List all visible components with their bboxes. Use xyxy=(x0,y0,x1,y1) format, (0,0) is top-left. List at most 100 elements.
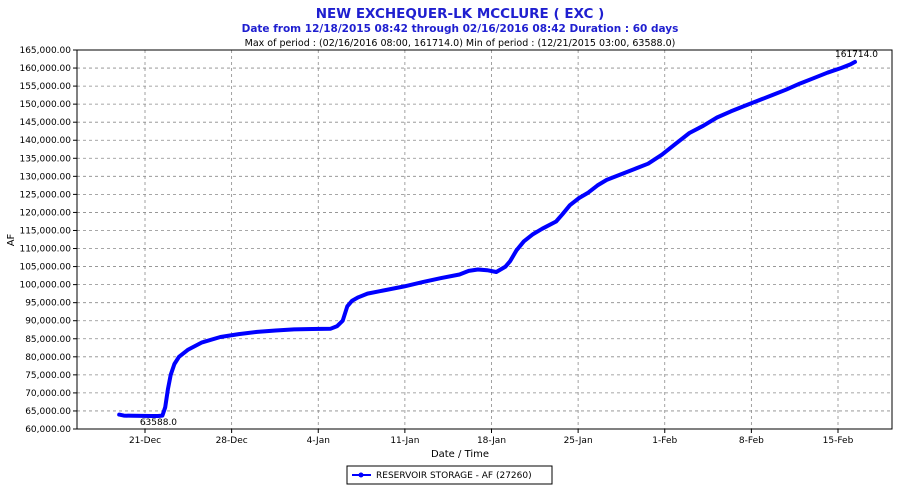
series-point xyxy=(122,414,126,418)
y-tick-label: 160,000.00 xyxy=(19,64,71,74)
series-point xyxy=(274,328,278,333)
chart-subtitle: Date from 12/18/2015 08:42 through 02/16… xyxy=(242,23,679,35)
series-point xyxy=(218,335,222,339)
series-point xyxy=(674,142,678,146)
series-point xyxy=(825,71,830,75)
series-point xyxy=(402,284,406,288)
series-point xyxy=(540,227,544,231)
series-point xyxy=(853,60,857,64)
series-point xyxy=(329,327,333,331)
series-point xyxy=(568,203,572,207)
series-point xyxy=(646,162,650,166)
series-point xyxy=(514,248,519,252)
x-axis-ticks: 21-Dec 28-Dec 4-Jan 11-Jan 18-Jan 25-Jan 1-Feb… xyxy=(129,429,854,446)
x-tick-label: 11-Jan xyxy=(390,436,419,446)
series-point xyxy=(140,414,144,418)
y-tick-label: 60,000.00 xyxy=(25,425,71,435)
series-point xyxy=(503,265,508,269)
series-point xyxy=(839,66,843,70)
series-layer xyxy=(117,59,857,418)
x-tick-label: 21-Dec xyxy=(129,436,161,446)
series-point xyxy=(149,414,153,418)
series-line-reservoir-storage xyxy=(117,59,857,418)
series-point xyxy=(531,232,535,236)
chart-period-stats: Max of period : (02/16/2016 08:00, 16171… xyxy=(245,38,676,49)
legend-series-label: RESERVOIR STORAGE - AF (27260) xyxy=(376,471,532,481)
y-tick-label: 145,000.00 xyxy=(19,118,71,128)
y-tick-label: 125,000.00 xyxy=(19,190,71,200)
series-point xyxy=(200,340,204,344)
y-tick-label: 90,000.00 xyxy=(25,317,71,327)
x-tick-label: 8-Feb xyxy=(739,436,764,446)
y-tick-label: 80,000.00 xyxy=(25,353,71,363)
x-tick-label: 18-Jan xyxy=(477,436,506,446)
series-point xyxy=(494,270,498,274)
series-point xyxy=(421,280,425,284)
y-tick-label: 140,000.00 xyxy=(19,136,71,146)
y-tick-label: 95,000.00 xyxy=(25,299,71,309)
series-point xyxy=(384,288,388,292)
x-tick-label: 25-Jan xyxy=(564,436,593,446)
series-point xyxy=(255,330,259,334)
series-point xyxy=(554,219,558,224)
series-point xyxy=(166,387,170,391)
y-tick-label: 70,000.00 xyxy=(25,389,71,399)
series-point xyxy=(160,414,164,418)
series-point xyxy=(605,178,609,182)
y-tick-label: 65,000.00 xyxy=(25,407,71,417)
series-point xyxy=(345,304,349,308)
y-axis-ticks: 60,000.00 65,000.00 70,000.00 75,000.00 80,0… xyxy=(19,46,77,435)
series-point xyxy=(798,82,802,86)
series-point xyxy=(770,93,774,97)
y-tick-label: 165,000.00 xyxy=(19,46,71,56)
series-point xyxy=(784,88,788,92)
series-point xyxy=(292,327,296,331)
series-point xyxy=(560,212,565,216)
series-point xyxy=(522,239,526,243)
y-tick-label: 85,000.00 xyxy=(25,335,71,345)
series-point xyxy=(701,124,705,128)
min-value-annotation: 63588.0 xyxy=(140,418,177,428)
series-point xyxy=(476,267,480,272)
y-tick-label: 150,000.00 xyxy=(19,100,71,110)
chart-title: NEW EXCHEQUER-LK MCCLURE ( EXC ) xyxy=(316,6,605,22)
series-point xyxy=(508,259,512,263)
x-tick-label: 4-Jan xyxy=(307,436,330,446)
series-point xyxy=(467,269,471,273)
y-tick-label: 105,000.00 xyxy=(19,263,71,273)
series-point xyxy=(335,324,339,328)
series-point xyxy=(172,362,176,366)
series-point xyxy=(756,98,761,103)
series-point xyxy=(237,332,241,336)
y-tick-label: 130,000.00 xyxy=(19,172,71,182)
max-value-annotation: 161714.0 xyxy=(835,50,878,60)
series-point xyxy=(687,131,692,135)
legend: RESERVOIR STORAGE - AF (27260) xyxy=(346,465,553,485)
series-point xyxy=(156,414,160,418)
y-tick-label: 75,000.00 xyxy=(25,371,71,381)
series-point xyxy=(117,413,121,417)
y-tick-label: 110,000.00 xyxy=(19,245,71,255)
x-tick-label: 28-Dec xyxy=(216,436,248,446)
grid-lines xyxy=(77,50,892,429)
series-point xyxy=(169,373,173,377)
plot-area-frame xyxy=(76,49,893,430)
series-point xyxy=(341,319,345,323)
series-point xyxy=(729,109,733,113)
series-point xyxy=(577,196,581,200)
legend-box xyxy=(346,465,553,485)
series-point xyxy=(365,292,370,296)
series-point xyxy=(163,405,167,409)
series-point xyxy=(350,299,354,303)
series-point xyxy=(186,348,190,352)
x-tick-label: 1-Feb xyxy=(652,436,677,446)
series-point xyxy=(812,76,816,80)
y-tick-label: 100,000.00 xyxy=(19,281,71,291)
series-point xyxy=(131,414,135,418)
y-tick-label: 155,000.00 xyxy=(19,82,71,92)
series-point xyxy=(715,115,719,120)
x-tick-label: 15-Feb xyxy=(823,436,854,446)
series-point xyxy=(177,355,181,359)
y-axis-label: AF xyxy=(6,233,17,246)
